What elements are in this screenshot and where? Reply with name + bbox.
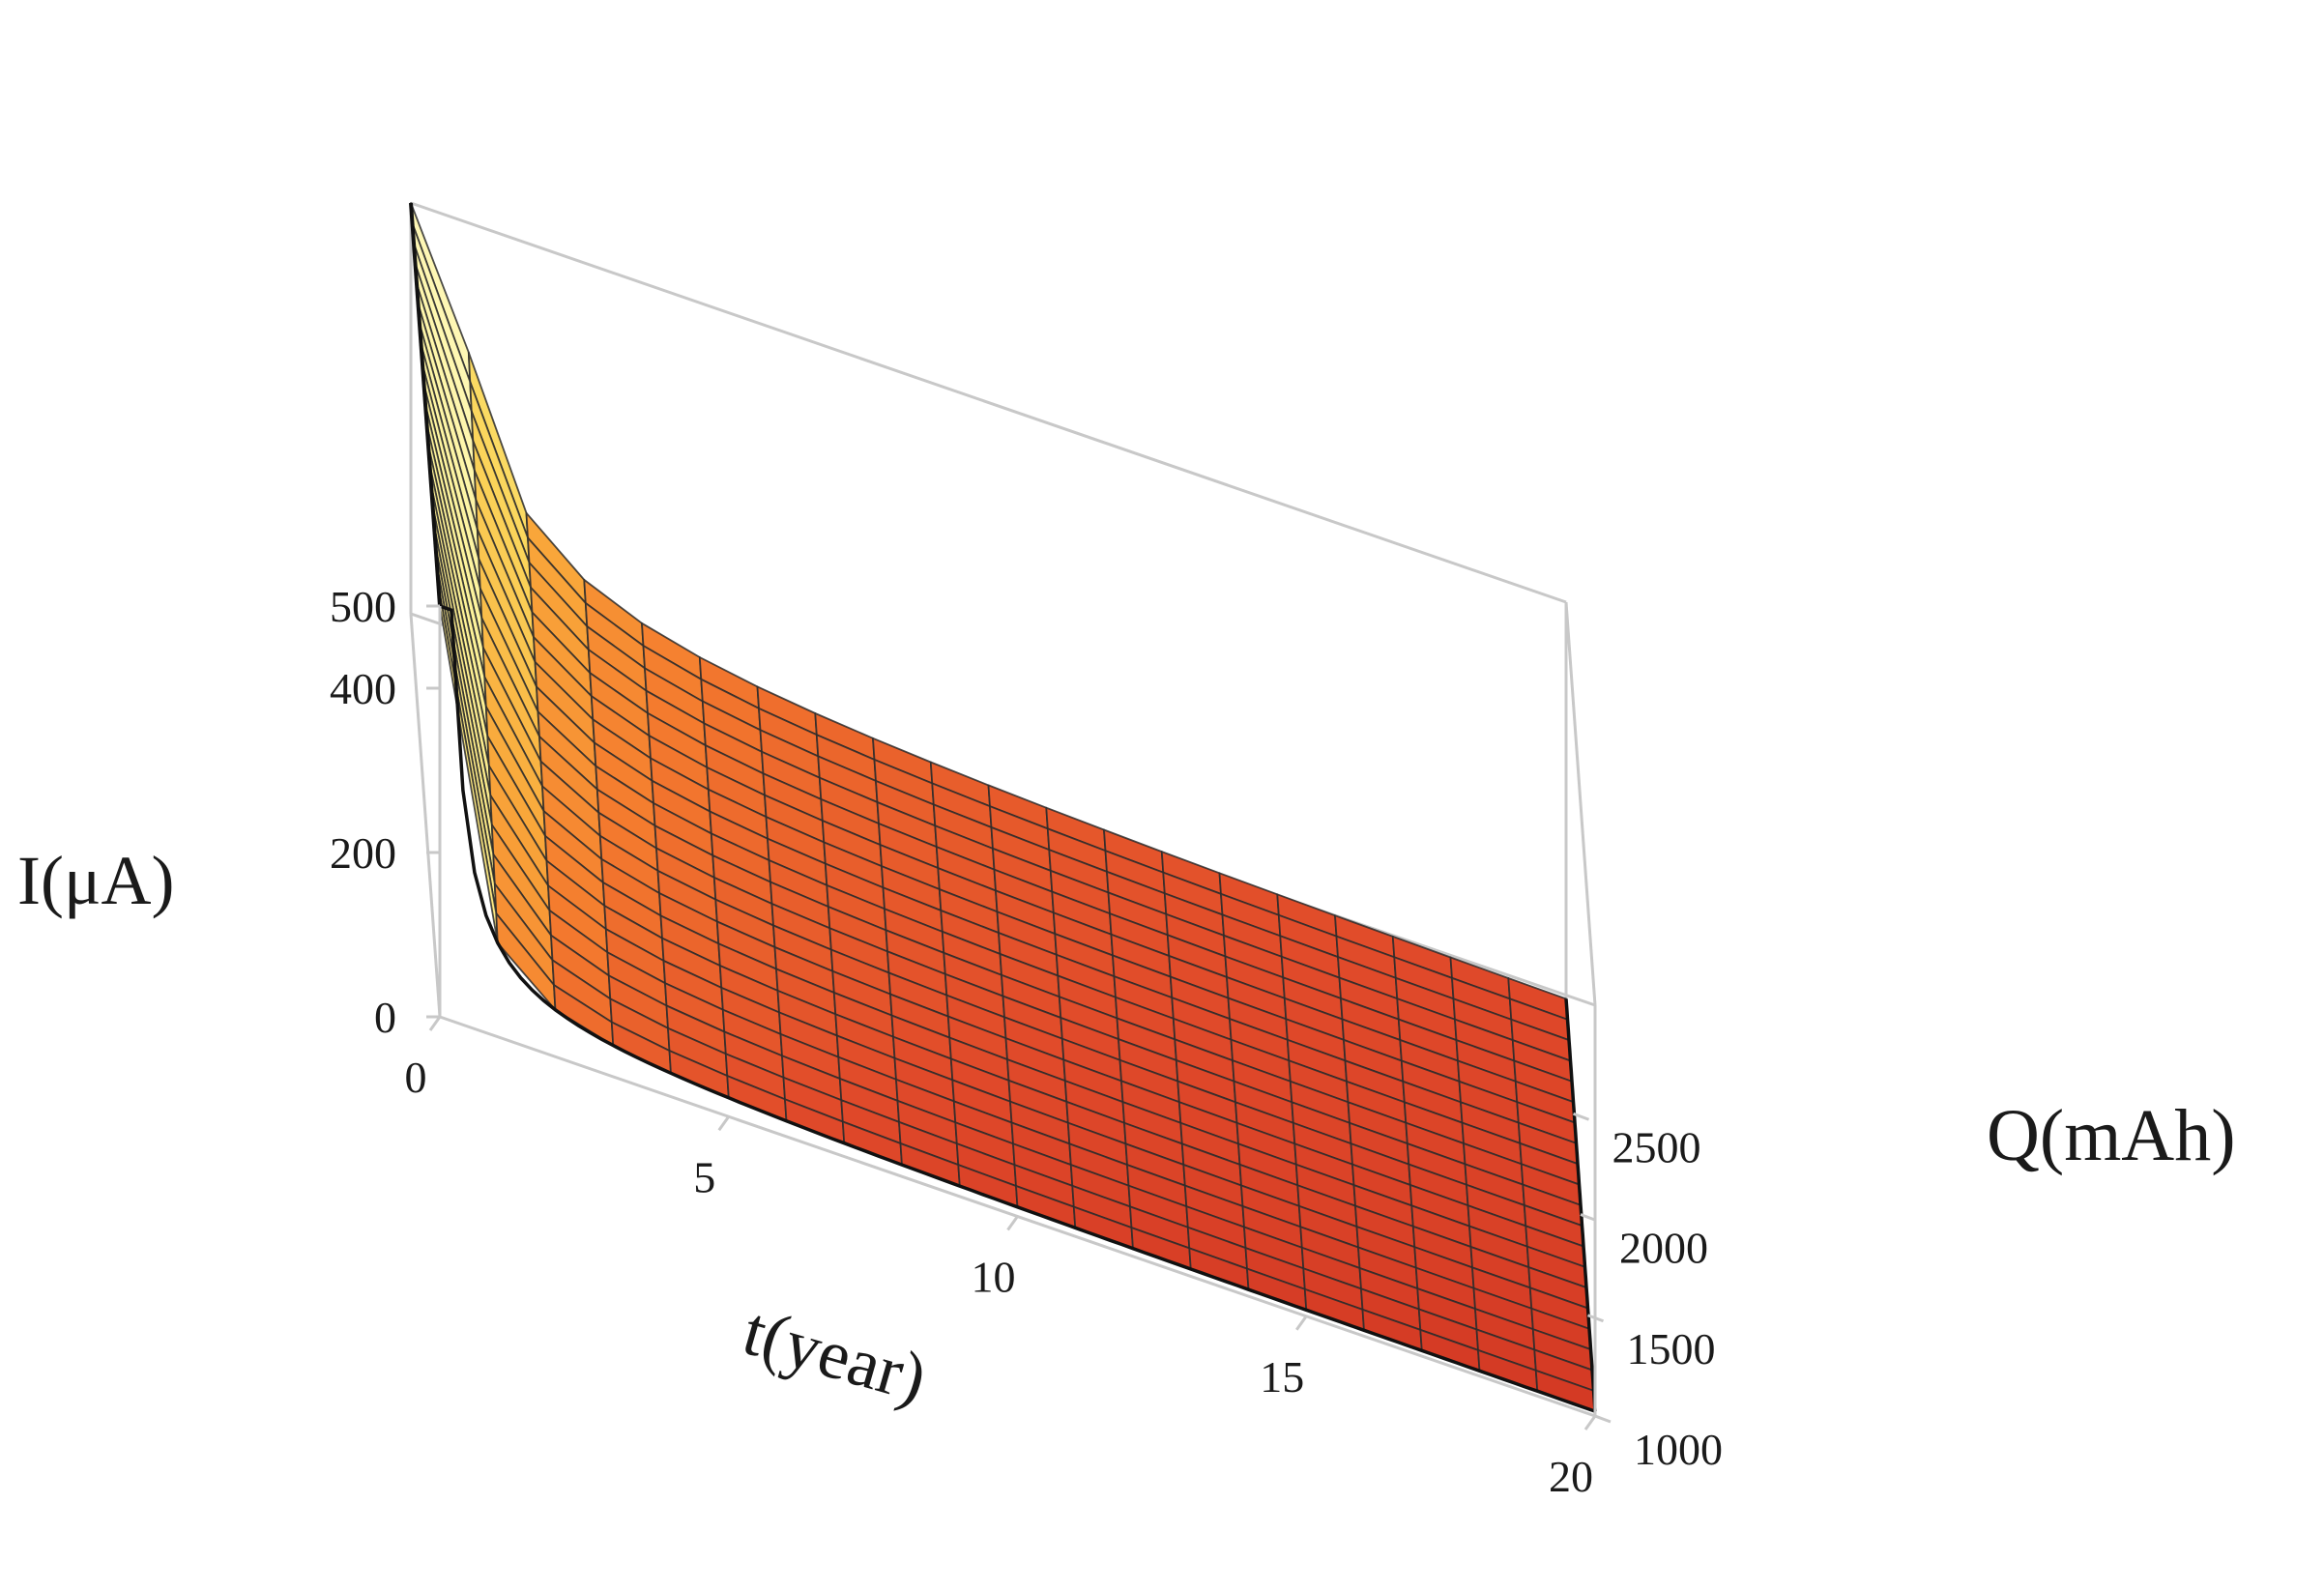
x-tick-mark bbox=[1006, 1215, 1019, 1231]
y-tick-mark bbox=[1594, 1414, 1612, 1424]
box-edge bbox=[409, 613, 442, 1018]
x-tick-label: 0 bbox=[405, 1053, 427, 1102]
surface-top-edge bbox=[409, 202, 442, 607]
x-tick-label: 5 bbox=[693, 1152, 715, 1201]
y-axis-label: Q(mAh) bbox=[1987, 1095, 2236, 1176]
box-edge bbox=[1564, 601, 1597, 1006]
y-tick-label: 2000 bbox=[1619, 1224, 1708, 1273]
z-tick-label: 400 bbox=[330, 664, 396, 713]
z-tick-label: 200 bbox=[330, 828, 396, 878]
y-tick-label: 1500 bbox=[1627, 1324, 1716, 1373]
surface-right-edge bbox=[1564, 998, 1597, 1412]
z-tick-label: 0 bbox=[374, 993, 396, 1042]
y-tick-mark bbox=[1572, 1112, 1590, 1121]
x-tick-mark bbox=[1295, 1315, 1308, 1331]
surface-plot bbox=[409, 202, 1597, 1413]
x-tick-label: 10 bbox=[972, 1253, 1016, 1302]
y-tick-label: 1000 bbox=[1634, 1425, 1723, 1474]
surface-front-edge bbox=[439, 604, 1596, 1413]
x-tick-label: 20 bbox=[1549, 1452, 1593, 1501]
z-tick-label: 500 bbox=[330, 582, 396, 631]
x-tick-mark bbox=[1583, 1415, 1597, 1431]
box-edge bbox=[410, 201, 1567, 604]
x-tick-label: 15 bbox=[1260, 1352, 1304, 1402]
x-axis-label: t(year) bbox=[736, 1291, 935, 1417]
x-tick-mark bbox=[717, 1115, 730, 1132]
y-tick-mark bbox=[1580, 1213, 1597, 1222]
x-tick-mark bbox=[428, 1016, 442, 1031]
tick-labels: 0 5 10 15 20 1000 1500 2000 2500 0 200 400 500 bbox=[330, 582, 1723, 1501]
z-axis-label: I(μA) bbox=[17, 842, 175, 919]
y-tick-mark bbox=[1586, 1314, 1605, 1323]
y-tick-label: 2500 bbox=[1612, 1122, 1701, 1171]
